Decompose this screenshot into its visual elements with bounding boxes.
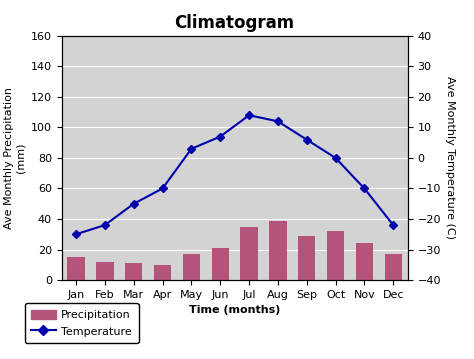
X-axis label: Time (months): Time (months)	[189, 305, 280, 315]
Bar	[154, 265, 171, 280]
Title: Climatogram: Climatogram	[174, 14, 295, 32]
Y-axis label: Ave Monthly Temperature (C): Ave Monthly Temperature (C)	[445, 76, 455, 239]
Bar	[269, 220, 286, 280]
Y-axis label: Ave Monthly Precipitation
(mm): Ave Monthly Precipitation (mm)	[4, 87, 25, 229]
Bar	[125, 263, 142, 280]
Bar	[327, 231, 344, 280]
Bar	[298, 236, 315, 280]
Bar	[182, 254, 200, 280]
Bar	[356, 243, 373, 280]
Bar	[67, 257, 85, 280]
Legend: Precipitation, Temperature: Precipitation, Temperature	[25, 303, 138, 343]
Bar	[211, 248, 229, 280]
Bar	[384, 254, 402, 280]
Bar	[240, 227, 258, 280]
Bar	[96, 262, 113, 280]
